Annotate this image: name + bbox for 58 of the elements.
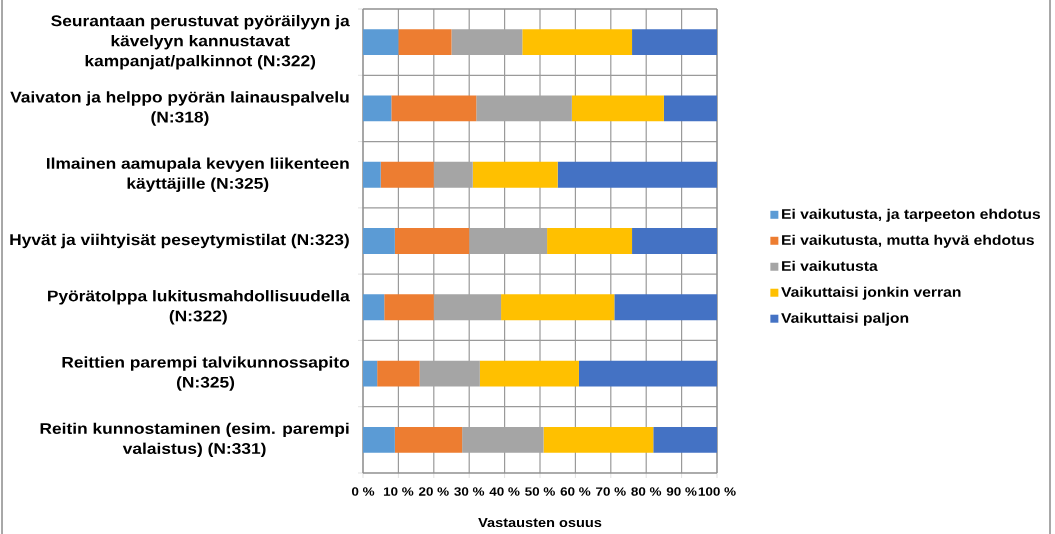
legend-label: Ei vaikutusta, mutta hyvä ehdotus — [782, 234, 1034, 248]
x-tick-label: 100 % — [698, 487, 736, 496]
bar — [433, 294, 502, 321]
x-tick-label: 90 % — [666, 487, 697, 496]
y-tick-label: Seurantaan perustuvat pyöräilyyn ja kävelyyn kannustavat kampanjat/palkinnot (N:322) — [51, 14, 350, 70]
bar — [384, 294, 434, 321]
y-tick-label: Reitin kunnostaminen (esim. parempi valaistus) (N:331) — [40, 422, 349, 458]
bar — [363, 294, 385, 321]
bar — [632, 29, 718, 56]
bar — [614, 294, 718, 321]
legend-label: Ei vaikutusta, ja tarpeeton ehdotus — [782, 208, 1041, 222]
x-axis-title: Vastausten osuus — [478, 518, 602, 528]
x-tick-label: 30 % — [454, 487, 485, 496]
bar — [469, 228, 548, 254]
x-tick-label: 40 % — [489, 487, 520, 496]
bar — [501, 294, 615, 321]
legend-label: Vaikuttaisi paljon — [781, 312, 909, 326]
bar — [571, 95, 664, 122]
bar — [398, 29, 452, 56]
y-tick-label: Hyvät ja viihtyisät peseytymistilat (N:323) — [10, 233, 349, 249]
bar — [363, 228, 395, 254]
bar — [363, 161, 381, 188]
legend-label: Ei vaikutusta — [782, 260, 878, 271]
bar — [377, 360, 420, 387]
bar — [363, 95, 392, 122]
bar — [419, 360, 480, 387]
bar — [547, 228, 633, 254]
bar — [578, 360, 718, 387]
x-tick-label: 10 % — [383, 487, 414, 496]
bar — [472, 161, 558, 188]
bar — [479, 360, 579, 387]
bar — [363, 29, 399, 56]
y-tick-label: Pyörätolppa lukitusmahdollisuudella (N:322) — [48, 290, 350, 325]
x-tick-label: 60 % — [560, 487, 591, 496]
bar — [543, 426, 654, 453]
y-tick-label: Ilmainen aamupala kevyen liikenteen käyttäjille (N:325) — [46, 157, 349, 192]
bar — [653, 426, 718, 453]
bar — [391, 95, 477, 122]
x-tick-label: 0 % — [351, 487, 375, 496]
x-tick-label: 20 % — [418, 487, 449, 496]
bar — [663, 95, 718, 122]
bar — [557, 161, 718, 188]
bar — [476, 95, 572, 122]
x-tick-label: 70 % — [596, 487, 626, 496]
x-tick-label: 50 % — [525, 487, 555, 496]
y-tick-label: Reittien parempi talvikunnossapito (N:325) — [62, 356, 350, 391]
bar — [394, 426, 463, 453]
bar — [433, 161, 473, 188]
bar — [451, 29, 523, 56]
bar — [522, 29, 633, 56]
legend-label: Vaikuttaisi jonkin verran — [781, 286, 961, 300]
x-tick-label: 80 % — [631, 487, 662, 496]
bar — [394, 228, 470, 254]
bar — [363, 426, 395, 453]
y-tick-label: Vaivaton ja helppo pyörän lainauspalvelu (N:318) — [10, 91, 349, 126]
bar — [380, 161, 434, 188]
bar — [462, 426, 544, 453]
bar — [632, 228, 718, 254]
